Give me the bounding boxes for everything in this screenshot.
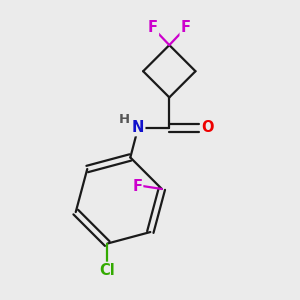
Text: H: H (118, 113, 129, 126)
Text: Cl: Cl (99, 263, 115, 278)
Text: F: F (132, 178, 142, 194)
Text: F: F (148, 20, 158, 35)
Text: N: N (132, 120, 144, 135)
Text: F: F (181, 20, 191, 35)
Text: O: O (201, 120, 214, 135)
